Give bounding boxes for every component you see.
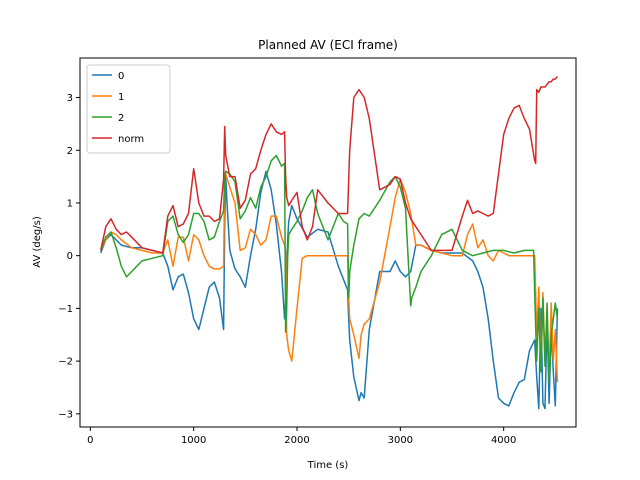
legend: 0 1 2 norm <box>86 64 171 154</box>
x-axis-ticks: 0 1000 2000 3000 4000 <box>87 427 516 446</box>
y-tick-label: −3 <box>58 409 73 420</box>
series-line-1 <box>100 173 559 383</box>
legend-label-2: 2 <box>118 113 124 124</box>
y-tick-label: −2 <box>58 357 73 368</box>
plot-area <box>79 57 577 428</box>
series-line-norm <box>99 75 558 254</box>
x-tick-label: 3000 <box>388 435 413 446</box>
legend-label-norm: norm <box>118 134 144 145</box>
y-axis-label: AV (deg/s) <box>32 216 43 268</box>
x-axis-label: Time (s) <box>307 460 349 471</box>
chart-title: Planned AV (ECI frame) <box>258 38 398 52</box>
series-layer <box>99 75 559 410</box>
x-tick-label: 0 <box>87 435 93 446</box>
y-tick-label: −1 <box>58 304 73 315</box>
x-tick-label: 4000 <box>491 435 516 446</box>
series-line-0 <box>100 170 559 410</box>
legend-frame <box>86 64 171 154</box>
y-tick-label: 3 <box>67 93 73 104</box>
axes-frame <box>79 57 577 428</box>
y-tick-label: 0 <box>67 251 73 262</box>
series-line-2 <box>100 154 559 383</box>
legend-label-1: 1 <box>118 92 124 103</box>
y-tick-label: 2 <box>67 146 73 157</box>
y-axis-ticks: −3 −2 −1 0 1 2 3 <box>58 93 80 420</box>
y-tick-label: 1 <box>67 198 73 209</box>
legend-label-0: 0 <box>118 71 124 82</box>
x-tick-label: 1000 <box>181 435 206 446</box>
x-tick-label: 2000 <box>284 435 309 446</box>
